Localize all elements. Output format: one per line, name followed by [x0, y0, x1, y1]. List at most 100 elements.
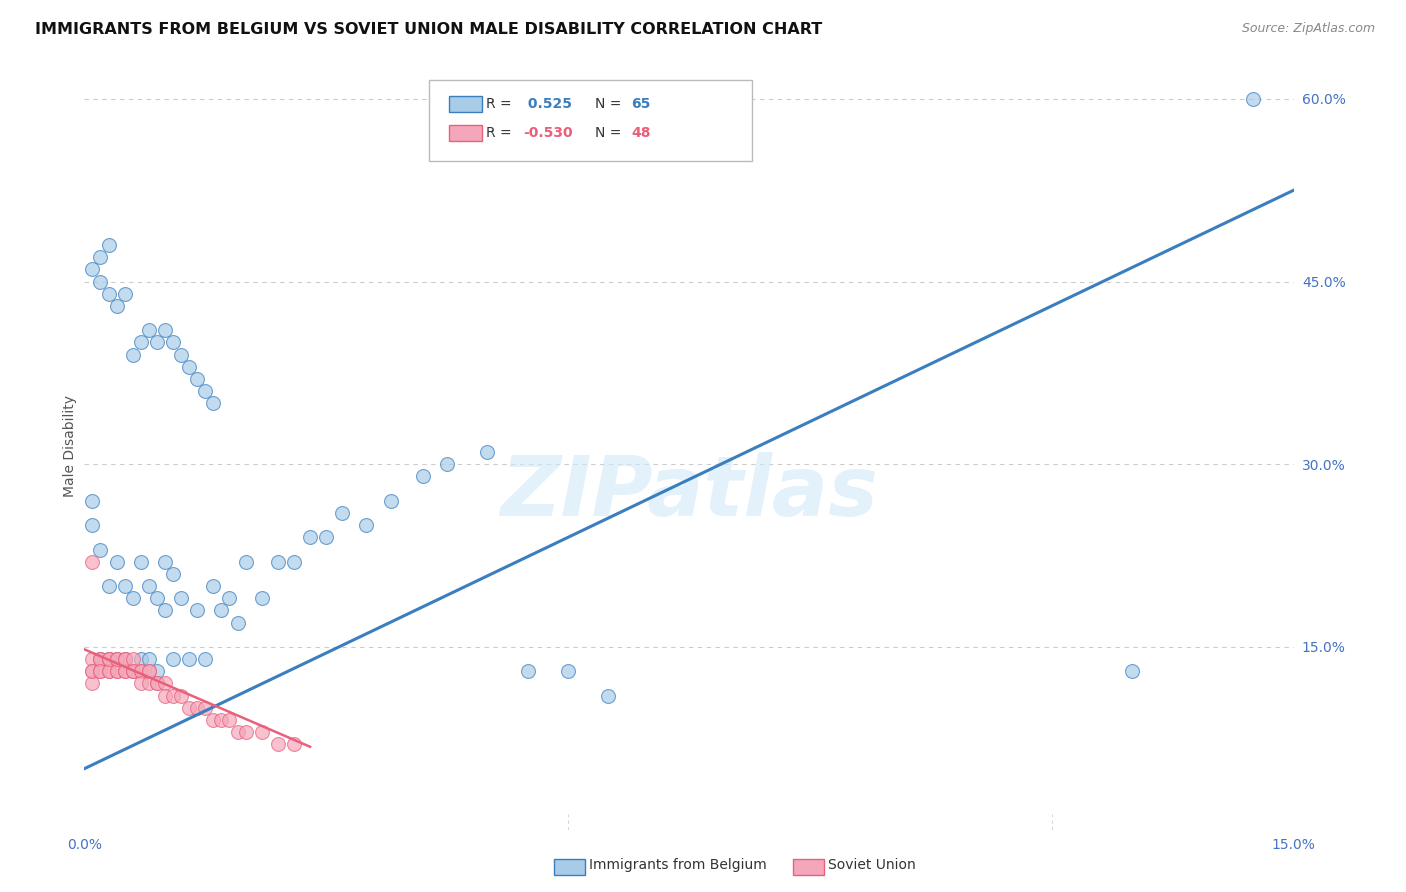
Point [179, 359, 201, 374]
Point [82, 676, 104, 690]
Point [105, 665, 128, 679]
Point [226, 725, 249, 739]
Point [82, 652, 104, 666]
Text: N =: N = [595, 97, 621, 112]
Point [82, 665, 104, 679]
Point [114, 579, 136, 593]
Point [194, 700, 217, 714]
Point [202, 579, 225, 593]
Point [82, 665, 104, 679]
Point [218, 591, 240, 606]
Text: Soviet Union: Soviet Union [828, 858, 915, 872]
Point [114, 665, 136, 679]
Point [129, 555, 152, 569]
Point [121, 665, 143, 679]
Point [267, 555, 290, 569]
Point [146, 665, 169, 679]
Point [146, 676, 169, 690]
Point [105, 299, 128, 313]
Point [114, 652, 136, 666]
Point [138, 665, 160, 679]
Point [170, 348, 193, 362]
Point [235, 555, 257, 569]
Point [516, 665, 538, 679]
Point [162, 335, 184, 350]
Point [194, 652, 217, 666]
Point [89, 250, 111, 264]
Point [97, 238, 120, 252]
Point [179, 700, 201, 714]
Text: 65: 65 [631, 97, 651, 112]
Point [129, 652, 152, 666]
Point [89, 652, 111, 666]
Point [82, 555, 104, 569]
Point [162, 689, 184, 703]
Text: 48: 48 [631, 126, 651, 140]
Point [170, 591, 193, 606]
Point [202, 396, 225, 410]
Point [129, 665, 152, 679]
Point [153, 676, 176, 690]
Point [138, 652, 160, 666]
Point [121, 665, 143, 679]
Point [267, 737, 290, 751]
Point [114, 652, 136, 666]
Point [186, 603, 208, 617]
Point [356, 518, 378, 533]
Point [129, 676, 152, 690]
Point [138, 579, 160, 593]
Text: N =: N = [595, 126, 621, 140]
Point [1121, 665, 1143, 679]
Point [250, 725, 273, 739]
Text: IMMIGRANTS FROM BELGIUM VS SOVIET UNION MALE DISABILITY CORRELATION CHART: IMMIGRANTS FROM BELGIUM VS SOVIET UNION … [35, 22, 823, 37]
Point [89, 665, 111, 679]
Point [97, 652, 120, 666]
Point [105, 665, 128, 679]
Point [138, 665, 160, 679]
Point [82, 518, 104, 533]
Point [153, 603, 176, 617]
Point [97, 286, 120, 301]
Point [146, 676, 169, 690]
Point [209, 603, 232, 617]
Text: R =: R = [486, 97, 512, 112]
Point [97, 652, 120, 666]
Point [186, 372, 208, 386]
Point [146, 335, 169, 350]
Point [89, 542, 111, 557]
Point [97, 652, 120, 666]
Point [129, 335, 152, 350]
Point [330, 506, 353, 520]
Point [1241, 92, 1264, 106]
Point [89, 665, 111, 679]
Point [105, 652, 128, 666]
Point [153, 323, 176, 337]
Point [202, 713, 225, 727]
Point [153, 689, 176, 703]
Point [477, 445, 499, 459]
Point [235, 725, 257, 739]
Point [557, 665, 579, 679]
Point [162, 566, 184, 581]
Point [114, 286, 136, 301]
Text: ZIPatlas: ZIPatlas [501, 451, 877, 533]
Point [162, 652, 184, 666]
Text: R =: R = [486, 126, 512, 140]
Point [598, 689, 620, 703]
Point [153, 555, 176, 569]
Point [283, 555, 305, 569]
Point [82, 262, 104, 277]
Point [105, 652, 128, 666]
Text: -0.530: -0.530 [523, 126, 572, 140]
Point [121, 665, 143, 679]
Point [97, 665, 120, 679]
Point [226, 615, 249, 630]
Point [209, 713, 232, 727]
Point [179, 652, 201, 666]
Point [82, 493, 104, 508]
Point [250, 591, 273, 606]
Point [299, 530, 322, 544]
Point [89, 652, 111, 666]
Point [121, 591, 143, 606]
Point [194, 384, 217, 399]
